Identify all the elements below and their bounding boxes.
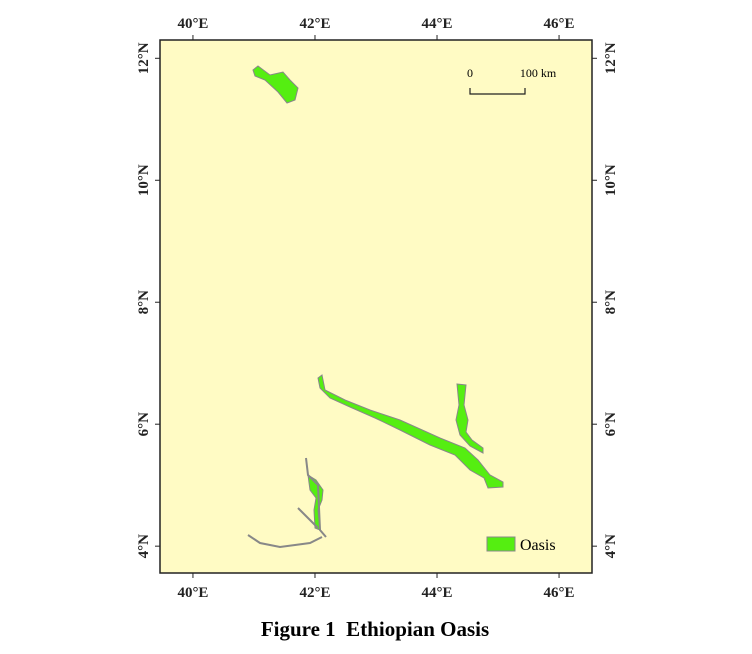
river-line [247,534,323,549]
graticule-ticks: 40°E 40°E 42°E 42°E 44°E 44°E 46°E 46°E 4°N 4°N 6°… [136,16,619,601]
y-tick-label: 8°N [136,290,152,314]
scale-bar: 0 100 km [467,66,557,95]
x-tick-label: 46°E [544,16,575,32]
y-tick-label: 4°N [603,534,619,558]
oasis-area [455,383,484,454]
y-tick-label: 10°N [136,164,152,196]
scale-start-label: 0 [467,66,473,80]
y-tick-label: 4°N [136,534,152,558]
legend: Oasis [486,536,556,554]
x-tick-label: 44°E [422,585,453,601]
y-tick-label: 8°N [603,290,619,314]
map-frame [159,39,593,574]
x-tick-label: 46°E [544,585,575,601]
oasis-area [252,65,299,104]
figure-caption: Figure 1 Ethiopian Oasis [261,617,489,641]
oasis-areas [252,65,504,531]
oasis-area [317,374,504,489]
scale-bar-line [469,88,526,95]
y-tick-label: 6°N [136,412,152,436]
x-tick-label: 42°E [299,585,330,601]
legend-swatch [486,536,516,552]
x-tick-label: 40°E [177,585,208,601]
scale-end-label: 100 km [520,66,557,80]
river-line [305,457,327,538]
x-tick-label: 42°E [299,16,330,32]
legend-label: Oasis [520,537,556,554]
x-tick-label: 40°E [177,16,208,32]
y-tick-label: 12°N [603,42,619,74]
y-tick-label: 12°N [136,42,152,74]
x-tick-label: 44°E [422,16,453,32]
river-lines [247,457,327,549]
river-line [297,507,319,529]
y-tick-label: 10°N [603,164,619,196]
y-tick-label: 6°N [603,412,619,436]
